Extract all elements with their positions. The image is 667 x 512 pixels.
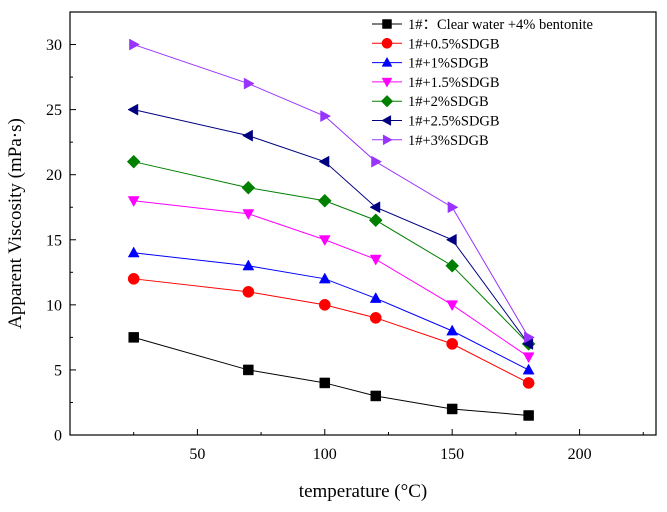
- y-tick-label: 15: [46, 232, 62, 249]
- legend-label: 1#+3%SDGB: [408, 133, 489, 149]
- data-point: [369, 254, 382, 266]
- data-point: [318, 235, 331, 247]
- legend-label: 1#：Clear water +4% bentonite: [408, 17, 593, 33]
- data-point: [318, 272, 331, 284]
- series-1: [127, 272, 535, 389]
- series-line: [133, 278, 529, 384]
- legend-marker: [381, 77, 393, 88]
- data-point: [523, 410, 534, 421]
- series-layer: [126, 38, 536, 421]
- legend-marker: [382, 134, 393, 146]
- data-point: [241, 180, 256, 195]
- data-point: [129, 38, 140, 51]
- series-6: [129, 38, 535, 344]
- legend-entry: 1#+3%SDGB: [372, 133, 489, 149]
- data-point: [242, 259, 255, 271]
- data-point: [369, 292, 382, 303]
- y-tick-label: 30: [46, 37, 62, 54]
- data-point: [446, 324, 459, 336]
- data-point: [320, 110, 332, 123]
- data-point: [319, 377, 331, 389]
- series-line: [133, 336, 529, 416]
- data-point: [317, 193, 332, 208]
- data-point: [522, 377, 535, 389]
- data-point: [127, 272, 140, 285]
- legend-entry: 1#+1.5%SDGB: [372, 75, 500, 91]
- data-point: [126, 154, 141, 169]
- y-tick-label: 5: [54, 362, 62, 379]
- data-point: [128, 332, 139, 343]
- y-axis-ticks: 0 5 10 15 20 25 30: [46, 11, 76, 445]
- data-point: [318, 155, 330, 168]
- legend-marker: [381, 37, 393, 49]
- data-point: [524, 331, 535, 344]
- legend-entry: 1#：Clear water +4% bentonite: [372, 17, 593, 33]
- series-line: [133, 109, 530, 345]
- legend-entry: 1#+2%SDGB: [372, 94, 489, 110]
- legend-label: 1#+1.5%SDGB: [408, 75, 500, 91]
- data-point: [371, 155, 383, 168]
- data-point: [368, 213, 383, 228]
- data-point: [445, 258, 460, 273]
- series-line: [133, 44, 530, 338]
- y-tick-label: 20: [46, 167, 62, 184]
- x-tick-label: 100: [313, 446, 337, 463]
- series-3: [127, 196, 535, 364]
- legend-label: 1#+0.5%SDGB: [408, 36, 500, 52]
- data-point: [446, 403, 458, 415]
- legend-marker: [381, 115, 392, 126]
- data-point: [369, 312, 382, 324]
- data-point: [369, 201, 381, 214]
- data-point: [447, 201, 459, 214]
- legend-entry: 1#+1%SDGB: [372, 56, 489, 72]
- data-point: [522, 363, 535, 375]
- legend-entry: 1#+2.5%SDGB: [372, 114, 500, 130]
- legend-marker: [381, 56, 393, 67]
- x-axis-ticks: 50 100 150 200: [133, 429, 644, 463]
- series-line: [133, 200, 529, 358]
- data-point: [242, 285, 255, 298]
- legend-entry: 1#+0.5%SDGB: [372, 36, 500, 52]
- series-2: [127, 246, 535, 375]
- series-line: [133, 161, 529, 345]
- legend-label: 1#+2%SDGB: [408, 94, 489, 110]
- series-line: [133, 252, 529, 371]
- data-point: [243, 77, 255, 90]
- data-point: [446, 338, 459, 350]
- data-point: [242, 209, 255, 221]
- legend-label: 1#+1%SDGB: [408, 56, 489, 72]
- legend-marker: [380, 94, 394, 108]
- y-tick-label: 25: [46, 102, 62, 119]
- data-point: [127, 246, 140, 258]
- x-axis-title: temperature (°C): [299, 481, 427, 502]
- series-4: [126, 154, 536, 351]
- data-point: [242, 129, 253, 142]
- y-tick-label: 10: [46, 297, 62, 314]
- legend-marker: [382, 19, 392, 29]
- data-point: [445, 233, 457, 246]
- y-tick-label: 0: [54, 428, 62, 445]
- data-point: [522, 352, 535, 364]
- legend-label: 1#+2.5%SDGB: [408, 114, 500, 130]
- x-tick-label: 150: [440, 446, 464, 463]
- series-5: [127, 103, 534, 350]
- y-axis-title: Apparent Viscosity (mPa·s): [5, 118, 26, 329]
- x-tick-label: 50: [189, 446, 205, 463]
- series-0: [128, 332, 534, 421]
- data-point: [370, 390, 381, 402]
- legend: 1#：Clear water +4% bentonite 1#+0.5%SDGB 1…: [372, 17, 593, 149]
- plot-frame: [69, 11, 657, 436]
- data-point: [318, 298, 331, 311]
- x-tick-label: 200: [568, 446, 592, 463]
- data-point: [127, 103, 139, 116]
- data-point: [127, 196, 140, 207]
- data-point: [243, 364, 254, 376]
- data-point: [446, 300, 459, 312]
